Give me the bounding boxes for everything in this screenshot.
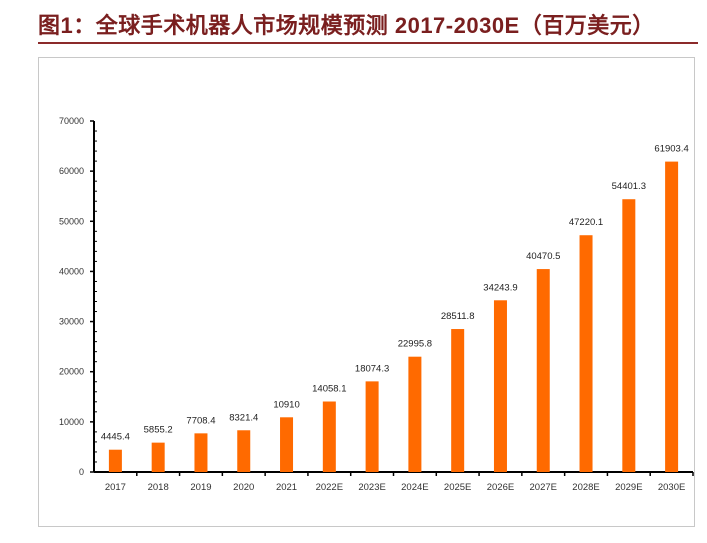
bar: [322, 401, 336, 472]
x-tick-label: 2024E: [401, 482, 428, 493]
title-divider: [38, 42, 698, 44]
bar: [108, 449, 122, 472]
data-label: 40470.5: [526, 251, 560, 262]
data-label: 54401.3: [612, 181, 646, 192]
figure-title: 图1：全球手术机器人市场规模预测 2017-2030E（百万美元）: [38, 13, 655, 38]
x-tick-label: 2022E: [316, 482, 343, 493]
data-label: 4445.4: [101, 432, 130, 443]
data-label: 47220.1: [569, 217, 603, 228]
y-tick-label: 40000: [59, 266, 84, 276]
x-tick-label: 2030E: [658, 482, 685, 493]
x-tick-label: 2026E: [487, 482, 514, 493]
bar: [579, 235, 593, 472]
y-tick-label: 50000: [59, 216, 84, 226]
y-tick-label: 0: [79, 467, 84, 477]
bar: [237, 430, 251, 472]
bar: [493, 300, 507, 472]
x-tick-label: 2021: [276, 482, 297, 493]
data-label: 7708.4: [186, 415, 215, 426]
bar: [408, 356, 422, 472]
data-label: 8321.4: [229, 412, 258, 423]
data-label: 5855.2: [144, 425, 173, 436]
bar: [536, 269, 550, 472]
bar: [365, 381, 379, 472]
y-tick-label: 60000: [59, 166, 84, 176]
y-tick-label: 10000: [59, 417, 84, 427]
data-label: 22995.8: [398, 339, 432, 350]
x-tick-label: 2019: [190, 482, 211, 493]
x-tick-label: 2020: [233, 482, 254, 493]
x-tick-label: 2028E: [572, 482, 599, 493]
bar: [665, 161, 679, 472]
x-tick-label: 2027E: [530, 482, 557, 493]
x-tick-label: 2029E: [615, 482, 642, 493]
bar: [151, 442, 165, 472]
data-label: 14058.1: [312, 384, 346, 395]
data-label: 34243.9: [483, 282, 517, 293]
chart-frame: [38, 57, 695, 527]
y-tick-label: 20000: [59, 367, 84, 377]
x-tick-label: 2018: [148, 482, 169, 493]
y-tick-label: 30000: [59, 317, 84, 327]
bar: [622, 199, 636, 472]
data-label: 18074.3: [355, 363, 389, 374]
x-tick-label: 2017: [105, 482, 126, 493]
bar: [194, 433, 208, 472]
y-tick-label: 70000: [59, 116, 84, 126]
data-label: 10910: [273, 399, 299, 410]
x-tick-label: 2023E: [358, 482, 385, 493]
x-tick-label: 2025E: [444, 482, 471, 493]
data-label: 61903.4: [654, 144, 688, 155]
bar: [451, 329, 465, 472]
bar: [280, 417, 294, 472]
data-label: 28511.8: [441, 311, 475, 322]
